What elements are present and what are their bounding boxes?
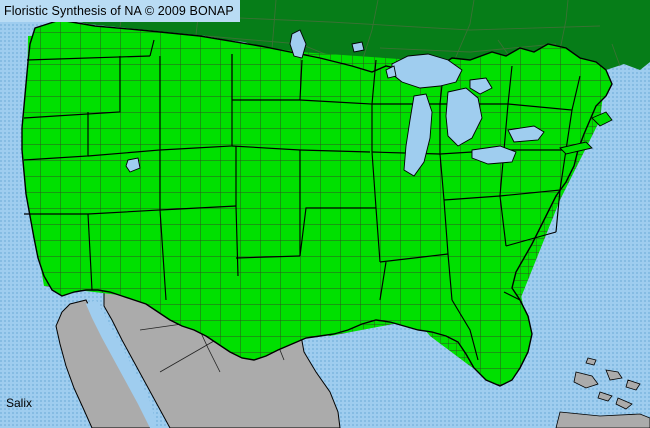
gulf-of-california <box>86 300 156 428</box>
great-salt-lake <box>125 157 141 173</box>
lake-huron <box>445 87 483 147</box>
coastal-features <box>559 111 613 155</box>
title-text: Floristic Synthesis of NA © 2009 BONAP <box>4 4 234 18</box>
title-banner: Floristic Synthesis of NA © 2009 BONAP <box>0 0 240 22</box>
islands-bahamas-cuba <box>555 357 650 428</box>
lake-erie <box>471 145 517 165</box>
genus-label: Salix <box>6 396 33 410</box>
lake-superior <box>391 53 463 89</box>
state-borders <box>23 39 581 361</box>
lake-ontario <box>507 125 545 143</box>
lake-michigan <box>403 93 433 177</box>
water-bodies <box>125 29 545 177</box>
